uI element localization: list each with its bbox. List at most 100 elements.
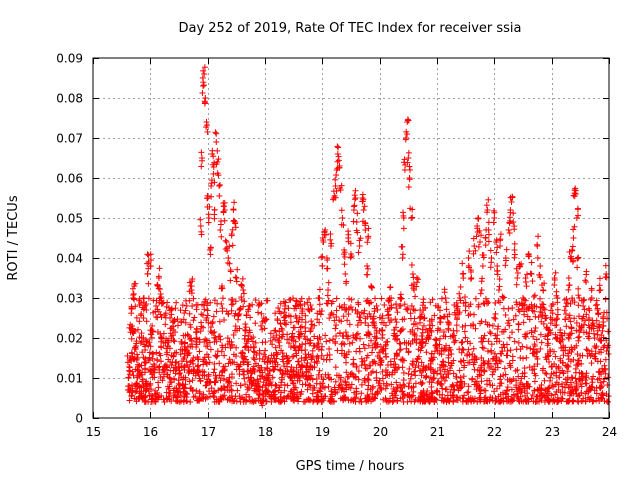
data-point xyxy=(583,346,590,353)
data-point xyxy=(204,394,211,401)
data-point xyxy=(540,287,547,294)
data-point xyxy=(572,369,579,376)
data-point xyxy=(412,368,419,375)
data-point xyxy=(342,354,349,361)
data-point xyxy=(397,294,404,301)
data-point xyxy=(197,216,204,223)
x-tick-label: 17 xyxy=(201,425,216,439)
data-point xyxy=(326,337,333,344)
data-point xyxy=(158,358,165,365)
data-point xyxy=(453,322,460,329)
data-point xyxy=(530,346,537,353)
data-point xyxy=(459,260,466,267)
data-point xyxy=(298,295,305,302)
data-point xyxy=(318,347,325,354)
data-point xyxy=(597,287,604,293)
data-point xyxy=(456,367,463,374)
data-point xyxy=(157,352,164,359)
data-point xyxy=(519,355,526,362)
data-point xyxy=(465,383,472,390)
data-point xyxy=(174,322,181,329)
data-point xyxy=(504,352,511,359)
data-point xyxy=(232,274,239,281)
data-point xyxy=(234,387,241,394)
data-point xyxy=(250,355,257,361)
data-point xyxy=(358,381,365,388)
data-point xyxy=(304,360,311,367)
data-point xyxy=(465,346,472,353)
data-point xyxy=(537,295,544,302)
data-point xyxy=(134,326,141,333)
data-point xyxy=(379,331,386,338)
data-point xyxy=(575,254,582,261)
data-point xyxy=(563,311,569,317)
data-point xyxy=(205,219,212,226)
data-point xyxy=(382,372,389,379)
data-point xyxy=(570,235,577,241)
data-point xyxy=(351,203,358,210)
data-point xyxy=(221,199,228,206)
data-point xyxy=(355,249,362,256)
data-point xyxy=(520,295,526,301)
data-point xyxy=(523,344,530,351)
data-point xyxy=(437,371,444,378)
data-point xyxy=(488,341,495,348)
data-point xyxy=(341,254,348,261)
data-point xyxy=(565,335,572,342)
data-point xyxy=(524,313,531,320)
data-point xyxy=(580,303,587,309)
data-point xyxy=(502,312,509,319)
data-point xyxy=(471,243,478,249)
data-point xyxy=(479,338,486,345)
data-point xyxy=(332,364,339,371)
data-point xyxy=(316,367,323,374)
data-point xyxy=(211,360,218,367)
data-point xyxy=(530,333,537,340)
data-point xyxy=(468,275,475,281)
x-tick-label: 18 xyxy=(258,425,273,439)
data-point xyxy=(575,334,582,341)
data-point xyxy=(505,227,512,233)
data-point xyxy=(393,379,400,386)
data-point xyxy=(344,317,351,324)
y-tick-label: 0.02 xyxy=(56,332,83,346)
data-point xyxy=(510,219,517,225)
data-point xyxy=(495,287,502,293)
data-point xyxy=(324,292,331,299)
data-point xyxy=(534,254,541,261)
data-point xyxy=(213,353,220,360)
data-point xyxy=(566,282,573,289)
data-point xyxy=(326,345,333,352)
data-point xyxy=(551,282,558,289)
data-point xyxy=(541,377,548,384)
data-point xyxy=(398,327,405,334)
y-axis-label: ROTI / TECUs xyxy=(6,195,21,280)
data-point xyxy=(219,305,226,312)
data-point xyxy=(356,348,363,355)
data-point xyxy=(510,316,517,323)
data-point xyxy=(228,301,235,308)
data-point xyxy=(381,302,388,309)
data-point xyxy=(502,262,509,269)
data-point xyxy=(534,361,541,368)
data-point xyxy=(308,318,315,325)
data-point xyxy=(207,346,214,353)
data-point xyxy=(324,265,331,272)
data-point xyxy=(373,369,380,376)
data-point xyxy=(171,338,178,345)
data-point xyxy=(218,285,225,292)
data-point xyxy=(511,223,518,230)
data-point xyxy=(515,320,522,327)
data-point xyxy=(487,247,494,254)
data-point xyxy=(189,303,196,310)
data-point xyxy=(334,347,341,354)
data-point xyxy=(500,294,507,301)
data-point xyxy=(467,340,474,347)
data-point xyxy=(197,223,204,229)
data-point xyxy=(316,286,323,293)
data-point xyxy=(351,192,358,199)
data-point xyxy=(574,398,581,405)
data-point xyxy=(416,319,423,326)
data-point xyxy=(239,275,246,282)
